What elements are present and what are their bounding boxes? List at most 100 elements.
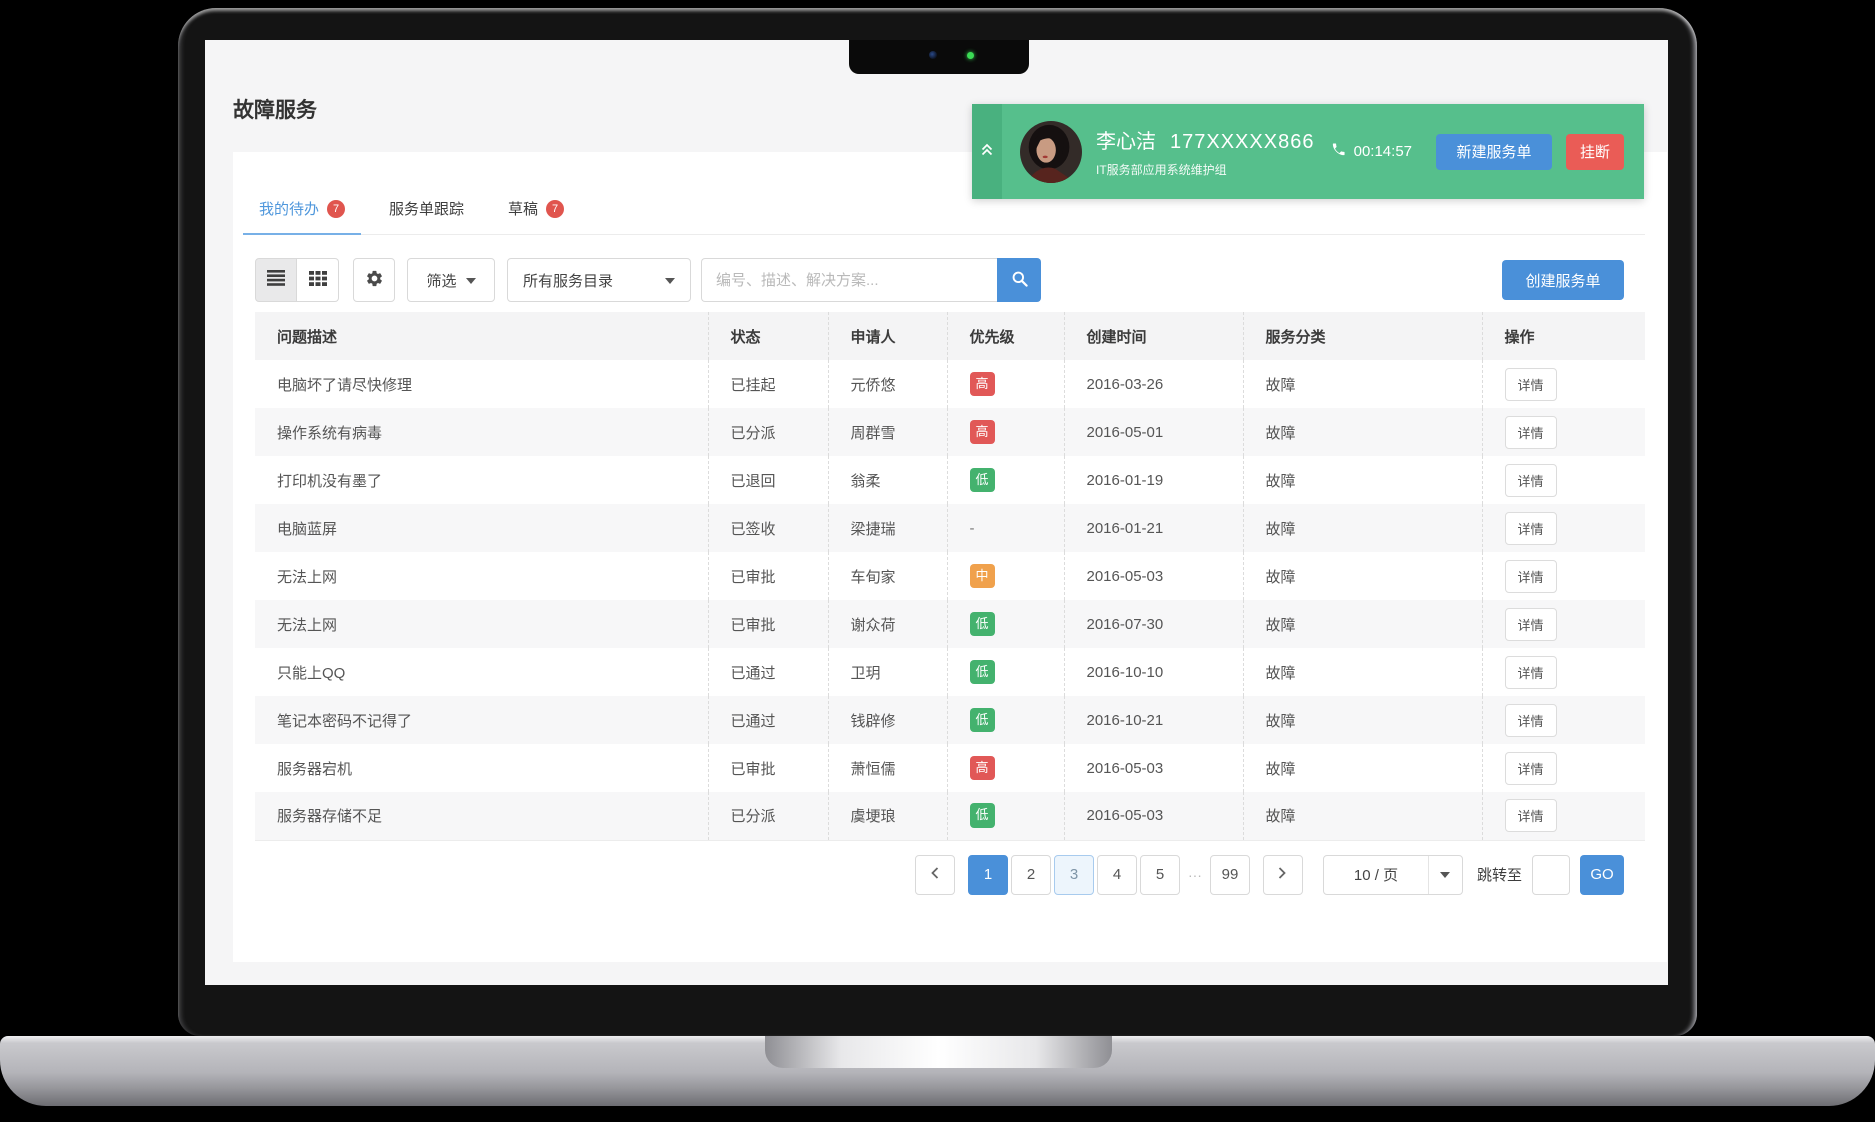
ticket-table: 问题描述 状态 申请人 优先级 创建时间 服务分类 操作 电脑坏了请尽快修理 已挂…	[255, 312, 1645, 841]
cell-description: 无法上网	[277, 616, 338, 634]
col-description: 问题描述	[255, 312, 708, 360]
cell-applicant: 元侨悠	[850, 376, 896, 394]
page-button-2[interactable]: 2	[1010, 854, 1051, 895]
jump-label: 跳转至	[1476, 867, 1522, 884]
create-ticket-button[interactable]: 创建服务单	[1502, 260, 1624, 300]
cell-created: 2016-10-10	[1086, 663, 1164, 681]
cell-created: 2016-10-21	[1086, 711, 1164, 729]
cell-status: 已分派	[730, 808, 776, 826]
laptop-base-groove	[765, 1036, 1112, 1068]
new-ticket-button[interactable]: 新建服务单	[1436, 133, 1552, 170]
go-button[interactable]: GO	[1580, 854, 1624, 895]
tab-0[interactable]: 我的待办 7	[242, 198, 362, 235]
detail-button[interactable]: 详情	[1504, 559, 1557, 593]
cell-applicant: 周群雪	[850, 424, 896, 442]
detail-button[interactable]: 详情	[1504, 415, 1557, 449]
search-input[interactable]	[701, 258, 997, 302]
cell-category: 故障	[1265, 616, 1296, 634]
cell-category: 故障	[1265, 808, 1296, 826]
table-row: 电脑坏了请尽快修理 已挂起 元侨悠 高 2016-03-26 故障 详情	[255, 360, 1645, 408]
tab-label: 服务单跟踪	[389, 201, 465, 218]
detail-button[interactable]: 详情	[1504, 655, 1557, 689]
table-row: 无法上网 已审批 车旬家 中 2016-05-03 故障 详情	[255, 552, 1645, 600]
pagination-ellipsis: ···	[1187, 866, 1202, 883]
page-button-4[interactable]: 4	[1096, 854, 1137, 895]
table-row: 打印机没有墨了 已退回 翁柔 低 2016-01-19 故障 详情	[255, 456, 1645, 504]
grid-icon	[308, 270, 327, 290]
detail-button[interactable]: 详情	[1504, 607, 1557, 641]
call-bar: 李心洁 177XXXXX866 IT服务部应用系统维护组 00:14:57 新建…	[972, 104, 1644, 199]
priority-badge: 中	[969, 563, 995, 589]
cell-status: 已审批	[730, 616, 776, 634]
hangup-button[interactable]: 挂断	[1566, 133, 1624, 170]
cell-description: 只能上QQ	[277, 664, 346, 682]
table-row: 笔记本密码不记得了 已通过 钱辟修 低 2016-10-21 故障 详情	[255, 696, 1645, 744]
cell-created: 2016-05-03	[1086, 759, 1164, 777]
cell-applicant: 萧恒儒	[850, 760, 896, 778]
table-row: 服务器宕机 已审批 萧恒儒 高 2016-05-03 故障 详情	[255, 744, 1645, 792]
cell-created: 2016-07-30	[1086, 615, 1164, 633]
table-row: 操作系统有病毒 已分派 周群雪 高 2016-05-01 故障 详情	[255, 408, 1645, 456]
cell-created: 2016-01-21	[1086, 519, 1164, 537]
priority-badge: 高	[969, 755, 995, 781]
cell-status: 已审批	[730, 760, 776, 778]
laptop-lid: 故障服务	[178, 8, 1697, 1036]
camera-notch	[849, 40, 1029, 74]
priority-badge: -	[969, 519, 975, 537]
caret-box	[1427, 855, 1462, 894]
table-row: 电脑蓝屏 已签收 梁捷瑞 - 2016-01-21 故障 详情	[255, 504, 1645, 552]
caret-down-icon	[465, 277, 476, 289]
detail-button[interactable]: 详情	[1504, 799, 1557, 833]
detail-button[interactable]: 详情	[1504, 463, 1557, 497]
page-title: 故障服务	[233, 99, 317, 122]
detail-button[interactable]: 详情	[1504, 751, 1557, 785]
detail-button[interactable]: 详情	[1504, 511, 1557, 545]
page-button-3[interactable]: 3	[1053, 854, 1094, 895]
tab-1[interactable]: 服务单跟踪	[389, 198, 464, 234]
caller-info: 李心洁 177XXXXX866 IT服务部应用系统维护组	[1096, 125, 1314, 178]
cell-created: 2016-05-03	[1086, 567, 1164, 585]
page-button-5[interactable]: 5	[1139, 854, 1180, 895]
cell-status: 已分派	[730, 424, 776, 442]
cell-applicant: 谢众荷	[850, 616, 896, 634]
priority-badge: 低	[969, 707, 995, 733]
cell-created: 2016-03-26	[1086, 375, 1164, 393]
settings-button[interactable]	[353, 258, 395, 302]
call-bar-collapse[interactable]	[972, 104, 1002, 199]
jump-page-input[interactable]	[1532, 854, 1570, 895]
table-row: 只能上QQ 已通过 卫玥 低 2016-10-10 故障 详情	[255, 648, 1645, 696]
tab-label: 我的待办	[259, 201, 320, 218]
page-button-99[interactable]: 99	[1209, 854, 1250, 895]
col-actions: 操作	[1481, 312, 1645, 360]
page-button-1[interactable]: 1	[967, 854, 1008, 895]
detail-button[interactable]: 详情	[1504, 367, 1557, 401]
caret-down-icon	[665, 277, 675, 289]
priority-badge: 低	[969, 467, 995, 493]
search-button[interactable]	[997, 258, 1041, 302]
cell-applicant: 钱辟修	[850, 712, 896, 730]
caller-name: 李心洁	[1096, 131, 1156, 153]
next-page-button[interactable]	[1262, 854, 1303, 895]
call-timer-value: 00:14:57	[1353, 143, 1412, 160]
prev-page-button[interactable]	[914, 854, 955, 895]
tab-label: 草稿	[508, 201, 539, 218]
cell-status: 已挂起	[730, 376, 776, 394]
page-size-label: 10 / 页	[1353, 867, 1399, 884]
pagination: 1 2 3 4 5 ··· 99 10 / 页 跳转至 GO	[255, 854, 1645, 895]
grid-view-button[interactable]	[297, 258, 339, 302]
cell-status: 已通过	[730, 664, 776, 682]
call-bar-main: 李心洁 177XXXXX866 IT服务部应用系统维护组 00:14:57 新建…	[1002, 104, 1644, 199]
detail-button[interactable]: 详情	[1504, 703, 1557, 737]
filter-dropdown[interactable]: 筛选	[407, 258, 495, 302]
camera-led	[967, 52, 974, 59]
priority-badge: 高	[969, 371, 995, 397]
priority-badge: 低	[969, 803, 995, 829]
page-size-select[interactable]: 10 / 页	[1322, 854, 1463, 895]
tab-2[interactable]: 草稿 7	[508, 198, 565, 234]
catalog-label: 所有服务目录	[523, 272, 614, 290]
list-view-button[interactable]	[255, 258, 297, 302]
priority-badge: 高	[969, 419, 995, 445]
cell-category: 故障	[1265, 376, 1296, 394]
cell-status: 已退回	[730, 472, 776, 490]
catalog-dropdown[interactable]: 所有服务目录	[507, 258, 691, 302]
